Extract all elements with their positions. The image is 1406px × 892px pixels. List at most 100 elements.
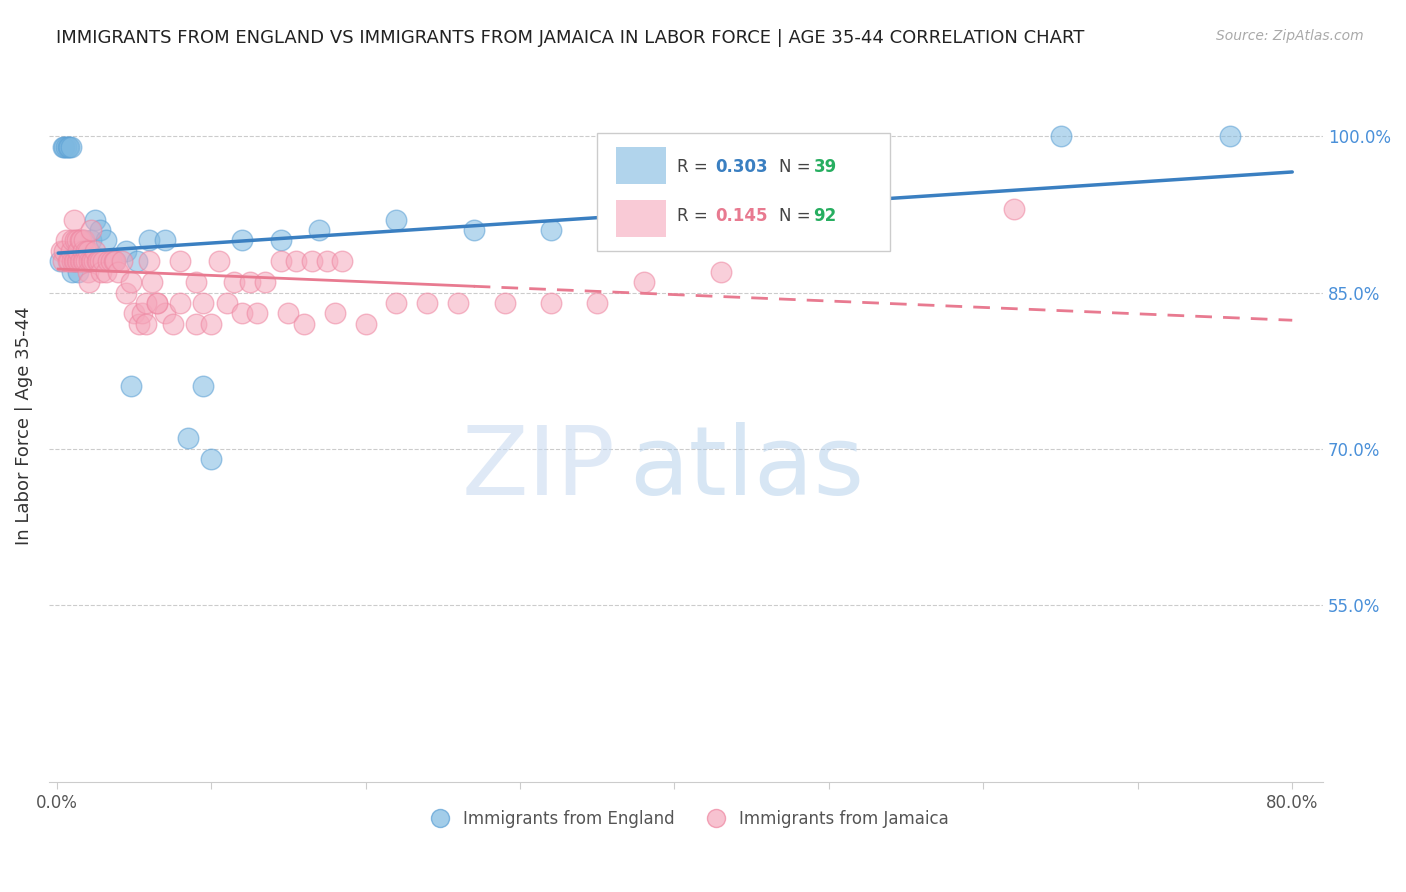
Point xyxy=(447,296,470,310)
Point xyxy=(332,254,354,268)
Point xyxy=(193,379,215,393)
Point xyxy=(416,296,439,310)
Point xyxy=(52,139,75,153)
Point xyxy=(62,212,84,227)
Point xyxy=(224,275,246,289)
Point xyxy=(59,139,82,153)
Point xyxy=(52,254,75,268)
Point xyxy=(586,296,609,310)
Point xyxy=(215,296,238,310)
Point xyxy=(231,306,253,320)
Point xyxy=(138,254,160,268)
Point xyxy=(354,317,377,331)
Point xyxy=(141,275,163,289)
Point xyxy=(169,296,191,310)
Point xyxy=(72,254,94,268)
Point xyxy=(82,254,104,268)
Point xyxy=(75,254,97,268)
Point xyxy=(70,244,93,258)
Point xyxy=(62,254,84,268)
Point xyxy=(73,234,96,248)
Point xyxy=(76,244,98,258)
Text: IMMIGRANTS FROM ENGLAND VS IMMIGRANTS FROM JAMAICA IN LABOR FORCE | AGE 35-44 CO: IMMIGRANTS FROM ENGLAND VS IMMIGRANTS FR… xyxy=(56,29,1084,47)
Point xyxy=(162,317,184,331)
Point xyxy=(193,296,215,310)
Point xyxy=(51,244,73,258)
Point xyxy=(58,139,80,153)
FancyBboxPatch shape xyxy=(616,147,665,185)
Point xyxy=(67,244,90,258)
Text: 39: 39 xyxy=(814,158,837,177)
Point xyxy=(67,254,90,268)
Point xyxy=(49,254,72,268)
Point xyxy=(84,244,107,258)
Point xyxy=(75,244,97,258)
Point xyxy=(53,139,76,153)
Point xyxy=(184,317,207,331)
Point xyxy=(135,296,157,310)
Point xyxy=(77,254,100,268)
Point xyxy=(67,265,90,279)
Point xyxy=(56,139,79,153)
Point xyxy=(463,223,485,237)
Point xyxy=(169,254,191,268)
Point xyxy=(104,254,127,268)
Point xyxy=(89,254,111,268)
Point xyxy=(633,275,655,289)
Text: atlas: atlas xyxy=(628,422,863,515)
Point xyxy=(73,254,96,268)
Point xyxy=(1002,202,1025,217)
Point xyxy=(200,452,222,467)
Point xyxy=(138,234,160,248)
Point xyxy=(131,306,153,320)
Point xyxy=(270,234,292,248)
Point xyxy=(540,296,562,310)
Point xyxy=(79,254,101,268)
Text: 0.303: 0.303 xyxy=(716,158,768,177)
Point xyxy=(56,254,79,268)
Point xyxy=(177,432,200,446)
Point xyxy=(246,306,269,320)
Text: R =: R = xyxy=(678,158,713,177)
Point xyxy=(120,379,142,393)
Point xyxy=(208,254,231,268)
Point xyxy=(231,234,253,248)
Text: 92: 92 xyxy=(814,207,837,225)
Point xyxy=(292,317,315,331)
Point xyxy=(69,254,91,268)
Point xyxy=(153,234,176,248)
Point xyxy=(79,234,101,248)
Point xyxy=(125,254,148,268)
Point xyxy=(70,254,93,268)
Point xyxy=(60,254,83,268)
Legend: Immigrants from England, Immigrants from Jamaica: Immigrants from England, Immigrants from… xyxy=(416,804,956,835)
Point xyxy=(65,244,87,258)
Point xyxy=(146,296,169,310)
Point xyxy=(62,254,84,268)
Point xyxy=(308,223,330,237)
Point xyxy=(254,275,277,289)
Point xyxy=(146,296,169,310)
Point xyxy=(89,223,111,237)
Point xyxy=(69,234,91,248)
Point xyxy=(239,275,262,289)
Point xyxy=(76,254,98,268)
Point xyxy=(120,275,142,289)
Point xyxy=(270,254,292,268)
Text: N =: N = xyxy=(779,207,815,225)
Point xyxy=(104,254,127,268)
Point xyxy=(385,296,408,310)
Point xyxy=(73,254,96,268)
Point xyxy=(128,317,150,331)
Text: N =: N = xyxy=(779,158,815,177)
Point xyxy=(1049,129,1071,144)
Point xyxy=(76,265,98,279)
Point xyxy=(79,223,101,237)
Point xyxy=(94,234,117,248)
Point xyxy=(90,265,112,279)
Point xyxy=(710,265,733,279)
Point xyxy=(103,254,125,268)
Point xyxy=(83,254,105,268)
FancyBboxPatch shape xyxy=(598,133,890,251)
Point xyxy=(110,254,132,268)
